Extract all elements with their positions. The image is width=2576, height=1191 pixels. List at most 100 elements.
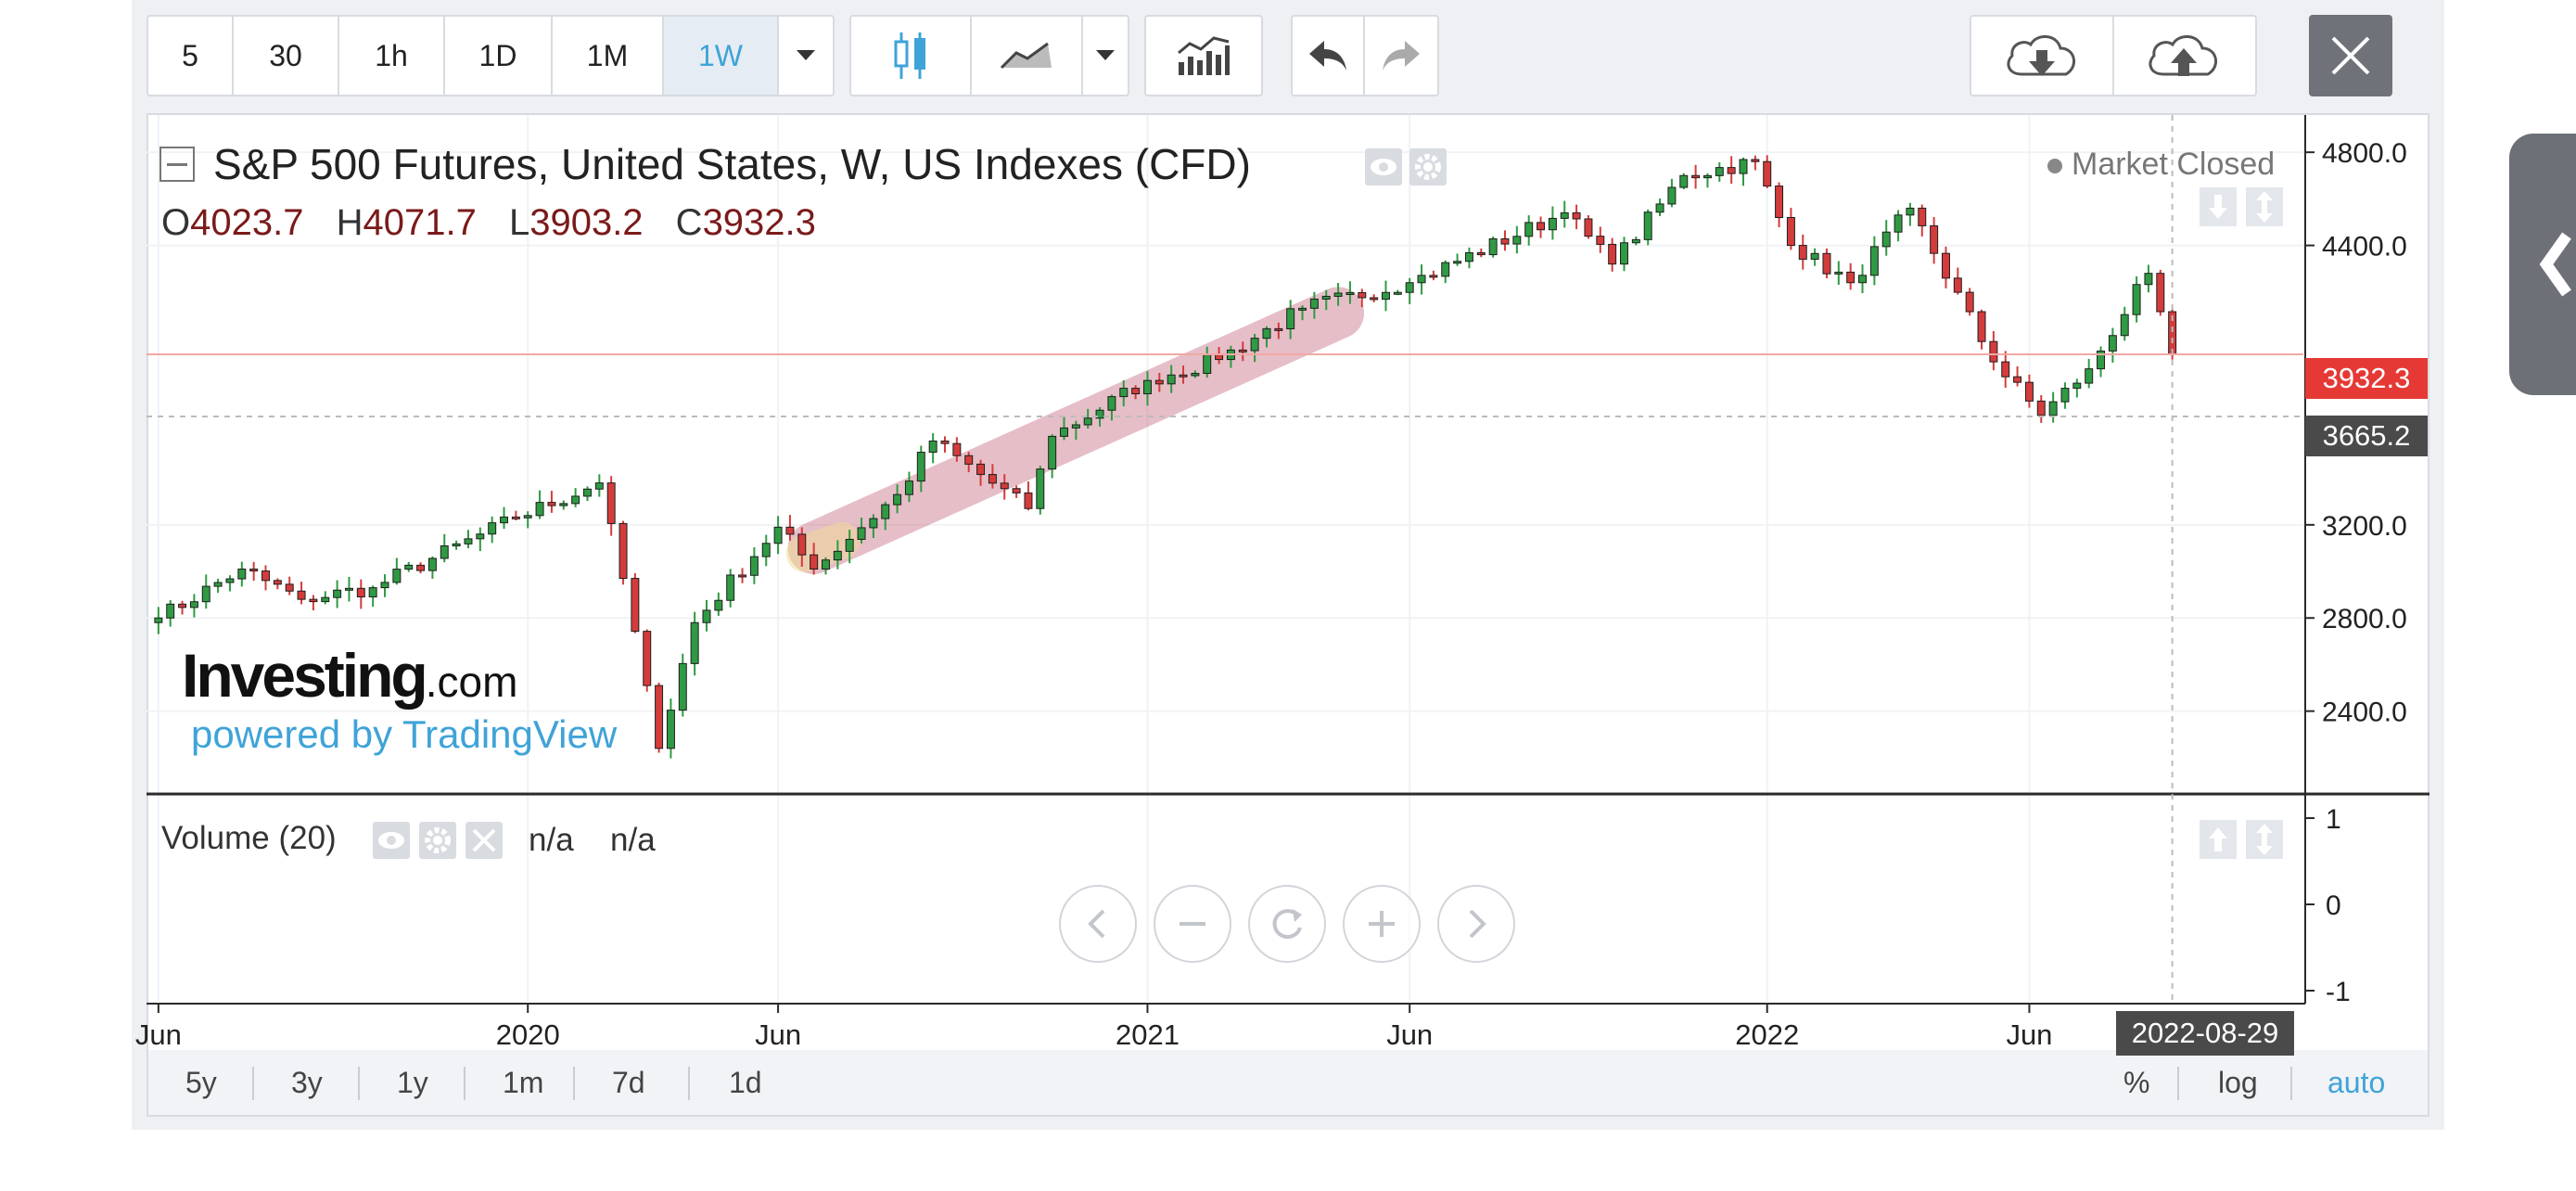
percent-scale-button[interactable]: %: [2123, 1065, 2150, 1099]
candle: [1977, 309, 1986, 350]
candle: [1048, 434, 1057, 479]
candle-body: [1763, 160, 1772, 187]
scroll-left-button[interactable]: [1059, 885, 1137, 963]
zoom-out-button[interactable]: [1154, 885, 1231, 963]
candle-body: [1965, 291, 1974, 313]
auto-scale-button[interactable]: auto: [2327, 1065, 2386, 1099]
candle-body: [1775, 186, 1784, 218]
range-3y-button[interactable]: 3y: [291, 1065, 323, 1099]
powered-by-tradingview[interactable]: powered by TradingView: [191, 712, 618, 756]
candle: [333, 580, 342, 608]
candle: [582, 486, 592, 502]
interval-1m-button[interactable]: 1M: [553, 17, 664, 95]
candle: [1989, 331, 1998, 371]
candle: [1095, 406, 1104, 427]
candle: [904, 471, 913, 503]
candle: [916, 445, 925, 493]
candle: [392, 557, 402, 585]
candle-body: [213, 582, 223, 587]
candle: [690, 611, 699, 676]
line-chart-button[interactable]: [972, 17, 1083, 95]
candle: [1727, 156, 1736, 185]
candle-body: [1631, 238, 1640, 244]
undo-button[interactable]: [1293, 17, 1365, 95]
interval-30-button[interactable]: 30: [234, 17, 339, 95]
candle: [1572, 204, 1581, 230]
range-bar: 5y 3y 1y 1m 7d 1d % log auto: [147, 1050, 2429, 1117]
low-label: L: [508, 202, 530, 243]
settings-gear-icon[interactable]: [1409, 148, 1447, 186]
candle: [1524, 215, 1534, 246]
range-1m-button[interactable]: 1m: [503, 1065, 544, 1099]
candle-body: [1918, 207, 1927, 226]
visibility-eye-icon[interactable]: [1365, 148, 1402, 186]
candle: [1024, 481, 1033, 511]
candle-body: [726, 574, 735, 601]
candle-body: [1537, 222, 1546, 231]
redo-button[interactable]: [1365, 17, 1437, 95]
candle: [2001, 351, 2010, 388]
candle: [1345, 281, 1355, 304]
candle-body: [1881, 231, 1891, 248]
range-1d-button[interactable]: 1d: [729, 1065, 762, 1099]
scale-down-button[interactable]: [2200, 187, 2237, 226]
interval-5-button[interactable]: 5: [148, 17, 234, 95]
x-tick-label: Jun: [755, 1018, 801, 1051]
candle-body: [1977, 311, 1986, 342]
candle: [1941, 246, 1950, 288]
undo-redo-group: [1291, 15, 1439, 96]
candle: [1548, 206, 1557, 240]
candle: [2036, 394, 2046, 423]
candle: [1667, 178, 1677, 208]
reset-chart-button[interactable]: [1248, 885, 1326, 963]
interval-1h-button[interactable]: 1h: [339, 17, 445, 95]
candle: [678, 653, 687, 717]
candle: [261, 565, 270, 591]
candle: [952, 437, 962, 462]
volume-close-icon[interactable]: [465, 822, 503, 859]
range-5y-button[interactable]: 5y: [185, 1065, 217, 1099]
volume-eye-icon[interactable]: [373, 822, 410, 859]
candle: [714, 592, 723, 616]
candle-body: [1846, 271, 1855, 284]
candle: [2060, 382, 2070, 409]
candles-button[interactable]: [851, 17, 972, 95]
side-panel-handle[interactable]: [2509, 134, 2576, 395]
candle: [1179, 365, 1188, 384]
log-scale-button[interactable]: log: [2218, 1065, 2258, 1099]
scroll-right-button[interactable]: [1437, 885, 1515, 963]
x-tick-label: Jun: [135, 1018, 182, 1051]
candle-body: [1167, 374, 1176, 385]
volume-scale-up-button[interactable]: [2200, 820, 2237, 859]
volume-scale-fit-button[interactable]: [2246, 820, 2283, 859]
candle-body: [1405, 282, 1414, 293]
save-chart-button[interactable]: [2114, 17, 2253, 95]
candle: [1333, 283, 1343, 306]
scale-fit-button[interactable]: [2246, 187, 2283, 226]
candle: [249, 561, 259, 582]
load-chart-button[interactable]: [1971, 17, 2114, 95]
candle-body: [582, 488, 592, 497]
collapse-legend-icon[interactable]: [159, 147, 195, 182]
candle-body: [1584, 218, 1593, 237]
close-button[interactable]: [2309, 15, 2392, 96]
candle: [1751, 155, 1760, 171]
candle: [297, 582, 306, 605]
chevron-down-icon: [797, 50, 815, 60]
interval-1w-button[interactable]: 1W: [664, 17, 779, 95]
plus-icon: [1369, 911, 1395, 937]
zoom-in-button[interactable]: [1343, 885, 1421, 963]
volume-gear-icon[interactable]: [419, 822, 456, 859]
interval-1d-button[interactable]: 1D: [445, 17, 553, 95]
candle-body: [857, 527, 866, 540]
logo-brand: Investing: [182, 641, 428, 710]
range-1y-button[interactable]: 1y: [397, 1065, 428, 1099]
interval-dropdown-button[interactable]: [779, 17, 833, 95]
candle-body: [797, 533, 807, 556]
candle: [559, 500, 568, 510]
chart-type-dropdown-button[interactable]: [1083, 17, 1128, 95]
candle-body: [714, 599, 723, 611]
range-7d-button[interactable]: 7d: [612, 1065, 645, 1099]
indicators-button[interactable]: [1146, 17, 1261, 95]
candle: [1274, 322, 1283, 339]
